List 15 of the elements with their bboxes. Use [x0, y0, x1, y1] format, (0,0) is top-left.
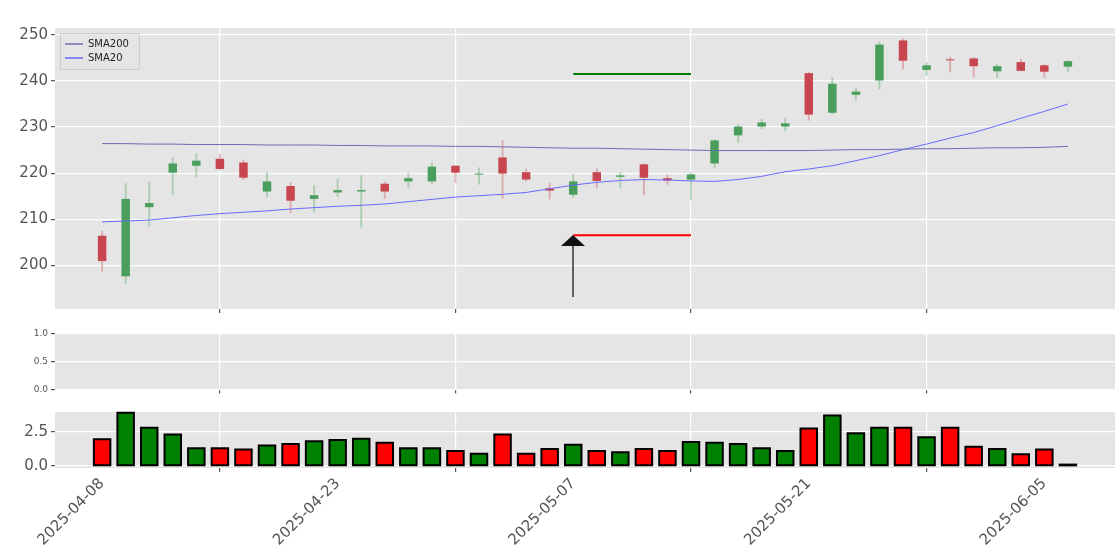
legend-label: SMA200 — [88, 37, 129, 49]
y-tick-label: 200 — [19, 255, 48, 274]
y-tick-label: 0.0 — [24, 455, 48, 474]
y-tick-label: 220 — [19, 163, 48, 181]
y-tick-label: 1.0 — [33, 328, 49, 339]
candlestick — [474, 166, 484, 186]
legend-label: SMA20 — [88, 51, 123, 63]
y-tick-label: 0.5 — [33, 356, 48, 367]
candlestick — [945, 56, 955, 74]
y-tick-label: 210 — [19, 209, 48, 228]
y-tick-label: 230 — [19, 116, 48, 135]
y-tick-label: 250 — [19, 24, 48, 43]
y-tick-label: 240 — [19, 70, 48, 89]
y-tick-label: 0.0 — [33, 383, 49, 394]
y-tick-label: 2.5 — [24, 421, 48, 440]
